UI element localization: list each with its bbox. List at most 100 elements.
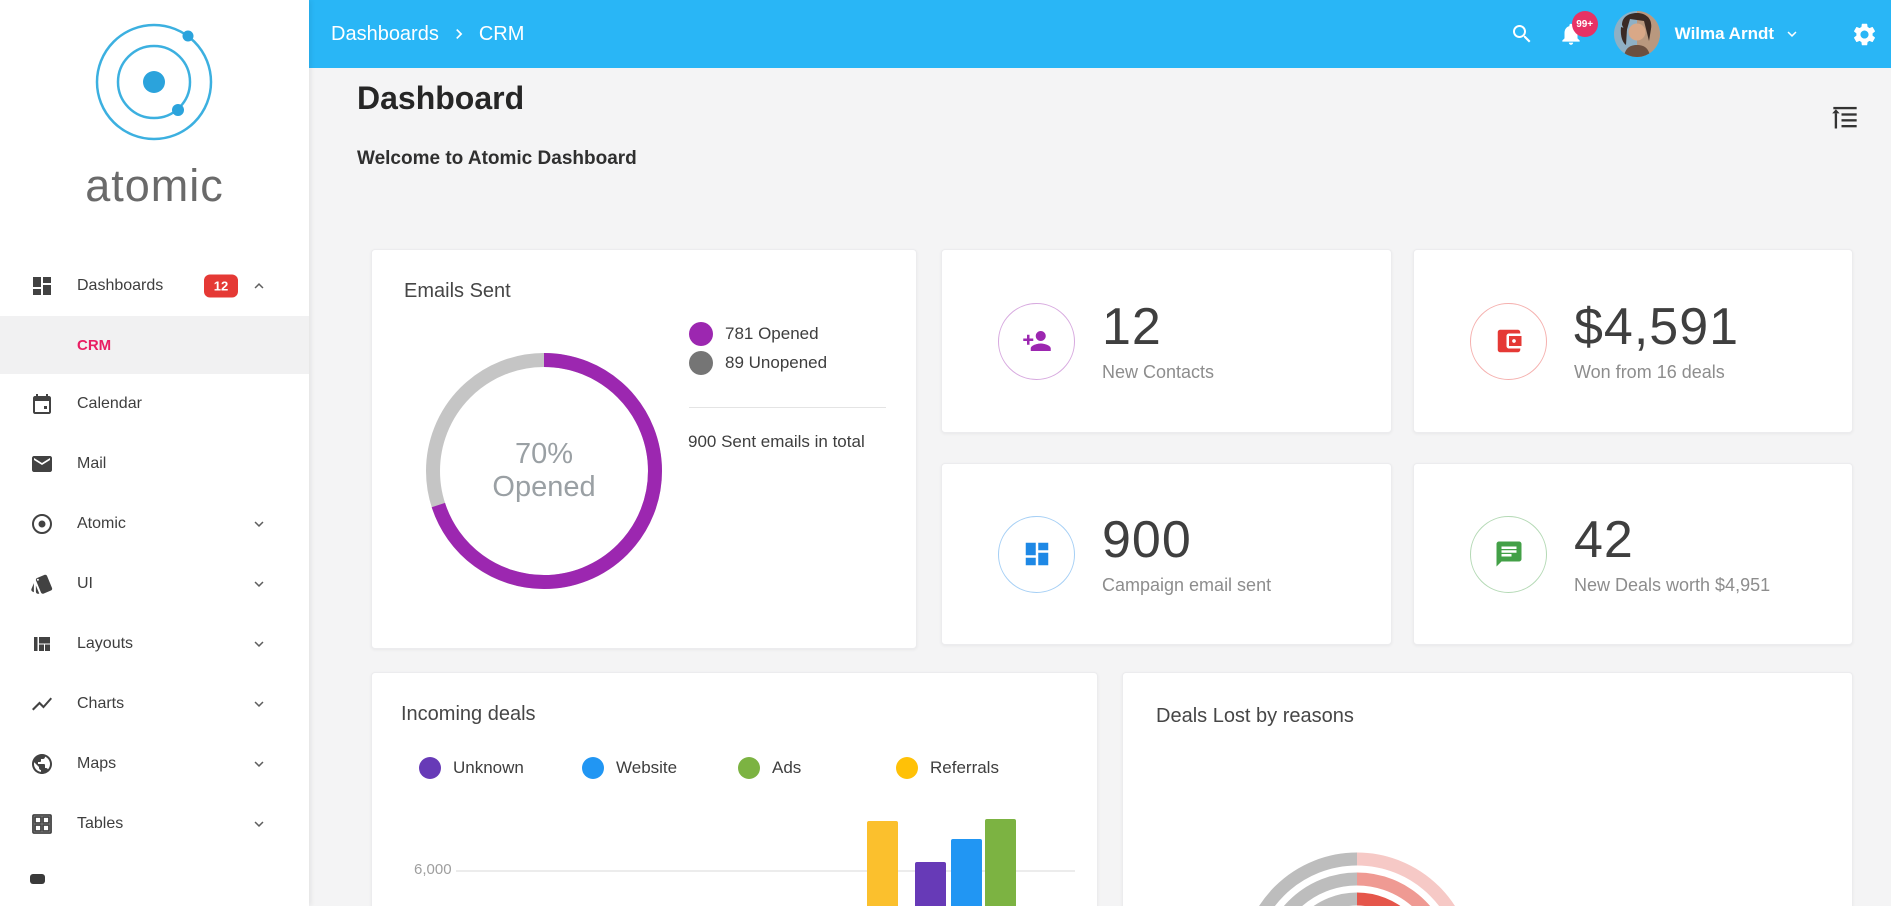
stat-label: New Contacts [1102, 362, 1215, 382]
chevron-right-icon [449, 24, 469, 44]
wallet-icon [1497, 329, 1521, 353]
y-axis-tick: 6,000 [414, 861, 452, 878]
sidebar-item-label: Layouts [77, 635, 134, 652]
sidebar-item-dashboards[interactable]: Dashboards 12 [0, 256, 309, 316]
dashboards-badge: 12 [204, 274, 238, 298]
table-grid-icon [30, 812, 54, 836]
sidebar-item-ui[interactable]: UI [0, 554, 309, 614]
bar-ads [985, 819, 1016, 906]
card-title: Emails Sent [404, 280, 511, 302]
legend-dot-ads [738, 757, 760, 779]
globe-icon [30, 752, 54, 776]
stat-card-campaign-email: 900 Campaign email sent [941, 463, 1392, 645]
sidebar: atomic Dashboards 12 CRM Calendar Mail A… [0, 0, 309, 906]
sidebar-item-mail[interactable]: Mail [0, 434, 309, 494]
toggle-panel-icon[interactable] [1831, 104, 1859, 132]
chevron-up-icon[interactable] [250, 277, 268, 295]
breadcrumb: Dashboards CRM [331, 23, 524, 46]
chevron-down-icon[interactable] [250, 575, 268, 593]
chevron-down-icon[interactable] [250, 635, 268, 653]
breadcrumb-current[interactable]: CRM [478, 22, 525, 45]
bar-website [951, 839, 982, 906]
sidebar-item-label: Maps [77, 755, 117, 772]
legend-item: Ads [738, 757, 801, 779]
sidebar-item-label: Mail [77, 455, 107, 472]
legend-dot-website [582, 757, 604, 779]
sidebar-item-layouts[interactable]: Layouts [0, 614, 309, 674]
top-header: Dashboards CRM 99+ Wilma Arndt [309, 0, 1891, 68]
page-title: Dashboard [357, 80, 525, 116]
stat-label: New Deals worth $4,951 [1574, 575, 1771, 595]
stat-card-new-deals: 42 New Deals worth $4,951 [1413, 463, 1853, 645]
gear-icon[interactable] [1851, 21, 1878, 48]
dashboard-icon [30, 274, 54, 298]
legend-item: 781 Opened [689, 322, 819, 346]
sidebar-item-label: Charts [77, 695, 125, 712]
sidebar-item-label: Atomic [77, 515, 126, 532]
stat-icon-circle [1470, 302, 1547, 380]
sidebar-item-maps[interactable]: Maps [0, 734, 309, 794]
sidebar-item-crm[interactable]: CRM [0, 316, 309, 374]
sidebar-item-label: UI [77, 575, 93, 592]
atom-icon [30, 512, 54, 536]
sidebar-item-charts[interactable]: Charts [0, 674, 309, 734]
style-icon [30, 572, 54, 596]
person-add-icon [1022, 331, 1051, 351]
stat-icon-circle [998, 515, 1075, 593]
stat-value: $4,591 [1574, 298, 1740, 356]
stat-icon-circle [1470, 515, 1547, 593]
legend-item: Referrals [896, 757, 999, 779]
card-title: Deals Lost by reasons [1156, 705, 1354, 727]
card-title: Incoming deals [401, 703, 536, 725]
legend-item: Website [582, 757, 677, 779]
logo-text: atomic [85, 160, 224, 211]
calendar-icon [30, 392, 54, 416]
sidebar-item-calendar[interactable]: Calendar [0, 374, 309, 434]
divider [689, 407, 886, 408]
sidebar-item-label: Tables [77, 815, 124, 832]
bar-unknown [915, 862, 946, 906]
notification-count-badge: 99+ [1571, 11, 1598, 37]
stat-value: 12 [1102, 298, 1162, 356]
legend-item: Unknown [419, 757, 524, 779]
atom-logo-icon [82, 23, 227, 162]
legend-dot-unknown [419, 757, 441, 779]
sidebar-item-partial-icon[interactable] [30, 874, 45, 884]
notifications-button[interactable]: 99+ [1558, 11, 1598, 47]
sidebar-item-tables[interactable]: Tables [0, 794, 309, 854]
stat-card-new-contacts: 12 New Contacts [941, 249, 1392, 433]
chevron-down-icon[interactable] [1783, 25, 1801, 43]
line-chart-icon [30, 692, 54, 716]
main-content: Dashboard Welcome to Atomic Dashboard Em… [309, 68, 1891, 906]
dashboard-icon [1025, 542, 1048, 566]
stat-value: 42 [1574, 511, 1634, 569]
sidebar-item-atomic[interactable]: Atomic [0, 494, 309, 554]
chevron-down-icon[interactable] [250, 695, 268, 713]
legend-item: 89 Unopened [689, 351, 827, 375]
breadcrumb-parent[interactable]: Dashboards [331, 22, 439, 45]
gridline [456, 870, 1075, 872]
legend-dot-referrals [896, 757, 918, 779]
search-icon[interactable] [1510, 22, 1534, 46]
stat-card-won-deals: $4,591 Won from 16 deals [1413, 249, 1853, 433]
user-name[interactable]: Wilma Arndt [1674, 24, 1774, 43]
avatar[interactable] [1613, 11, 1660, 57]
stat-icon-circle [998, 302, 1075, 380]
emails-sent-card: Emails Sent 70% Opened 781 Opened 89 Uno… [371, 249, 917, 649]
emails-total-text: 900 Sent emails in total [688, 432, 865, 451]
emails-donut-chart [414, 341, 674, 601]
logo[interactable]: atomic [0, 0, 309, 256]
sidebar-item-label: Dashboards [77, 277, 164, 294]
chevron-down-icon[interactable] [250, 815, 268, 833]
legend-dot-opened [689, 322, 713, 346]
stat-value: 900 [1102, 511, 1192, 569]
deals-lost-rings-chart [1237, 849, 1477, 906]
chat-icon [1496, 541, 1521, 567]
bar-referrals [867, 821, 898, 906]
incoming-deals-card: Incoming deals Unknown Website Ads Refer… [371, 672, 1098, 906]
legend-dot-unopened [689, 351, 713, 375]
chevron-down-icon[interactable] [250, 515, 268, 533]
chevron-down-icon[interactable] [250, 755, 268, 773]
donut-center-label: 70% Opened [492, 438, 596, 503]
mail-icon [30, 452, 54, 476]
